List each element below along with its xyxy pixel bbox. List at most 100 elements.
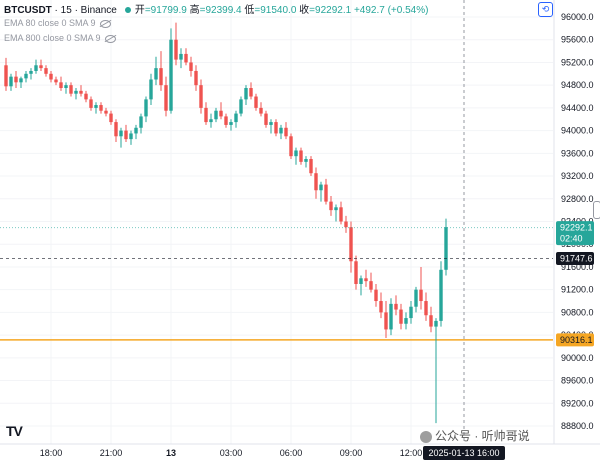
price-tag-text: 90316.1 — [560, 335, 593, 345]
candle-up — [359, 278, 363, 284]
candle-down — [84, 93, 88, 100]
candle-down — [369, 281, 373, 290]
candle-down — [264, 113, 268, 125]
crosshair: 2025-01-13 16:00 — [423, 0, 505, 460]
candle-down — [259, 107, 263, 114]
candle-down — [289, 136, 293, 157]
candle-down — [424, 301, 428, 316]
candle-down — [14, 76, 18, 83]
time-tick-label: 03:00 — [220, 448, 243, 458]
price-tag-bg — [556, 333, 594, 347]
candle-up — [234, 113, 238, 123]
high-value: =92399.4 — [199, 5, 242, 16]
market-status-icon — [124, 6, 131, 13]
candle-up — [319, 184, 323, 191]
watermark-text: 公众号 · 听帅哥说 — [435, 429, 530, 443]
candle-down — [54, 79, 58, 83]
candle-up — [119, 130, 123, 137]
candle-down — [99, 105, 103, 111]
candle-up — [74, 90, 78, 94]
low-label: 低 — [244, 5, 255, 16]
wechat-icon — [420, 430, 432, 443]
candle-down — [399, 309, 403, 324]
candle-up — [334, 207, 338, 211]
price-tag-bg — [556, 221, 594, 246]
price-tick-label: 92800.0 — [561, 194, 594, 204]
time-tick-label: 21:00 — [100, 448, 123, 458]
candle-up — [414, 289, 418, 307]
candle-up — [129, 133, 133, 140]
tradingview-logo: TV — [6, 423, 23, 439]
candle-up — [279, 127, 283, 134]
candle-down — [49, 73, 53, 80]
price-tag-countdown: 02:40 — [560, 234, 583, 244]
candle-up — [439, 269, 443, 321]
price-tick-label: 88800.0 — [561, 421, 594, 431]
candle-up — [444, 227, 448, 270]
price-tick-label: 93200.0 — [561, 171, 594, 181]
time-tick-label: 06:00 — [280, 448, 303, 458]
price-tick-label: 90800.0 — [561, 307, 594, 317]
candle-down — [194, 70, 198, 86]
close-value: =92292.1 — [309, 5, 352, 16]
candle-down — [79, 90, 83, 94]
crosshair-time-label: 2025-01-13 16:00 — [428, 448, 499, 458]
price-tag-text: 91747.6 — [560, 254, 593, 264]
candle-up — [154, 68, 158, 80]
candle-down — [329, 201, 333, 211]
candle-up — [19, 78, 23, 83]
symbol-legend: BTCUSDT · 15 · Binance 开=91799.9 高=92399.… — [4, 3, 428, 19]
candle-down — [224, 116, 228, 125]
candle-down — [254, 96, 258, 108]
candle-down — [394, 303, 398, 310]
candle-down — [104, 110, 108, 114]
candle-up — [144, 99, 148, 117]
candle-down — [164, 85, 168, 111]
chart-grid — [0, 0, 553, 444]
eye-hidden-icon[interactable] — [99, 19, 111, 28]
eye-hidden-icon[interactable] — [104, 34, 116, 43]
price-tick-label: 90000.0 — [561, 353, 594, 363]
candles-layer — [4, 22, 448, 424]
candle-down — [299, 150, 303, 162]
candle-up — [169, 39, 173, 111]
close-label: 收 — [299, 5, 310, 16]
time-tick-label: 09:00 — [340, 448, 363, 458]
price-tick-label: 93600.0 — [561, 148, 594, 158]
candle-up — [269, 122, 273, 125]
candle-down — [69, 85, 73, 94]
candle-down — [324, 184, 328, 202]
candle-up — [294, 150, 298, 157]
candle-down — [89, 99, 93, 108]
candle-down — [374, 289, 378, 302]
candle-down — [39, 65, 43, 69]
time-tick-label: 18:00 — [40, 448, 63, 458]
candle-up — [29, 70, 33, 74]
candle-up — [179, 53, 183, 60]
price-scale-handle[interactable] — [593, 201, 600, 219]
open-value: =91799.9 — [144, 5, 187, 16]
candle-down — [349, 227, 353, 262]
candle-up — [9, 76, 13, 87]
candle-up — [214, 110, 218, 120]
candle-down — [189, 62, 193, 71]
price-tags: 92292.102:40 91747.6 90316.1 — [0, 221, 594, 347]
indicator-ema80[interactable]: EMA 80 close 0 SMA 9 — [4, 18, 111, 28]
candle-down — [429, 315, 433, 327]
time-tick-label: 12:00 — [400, 448, 423, 458]
price-tick-label: 94800.0 — [561, 80, 594, 90]
candle-up — [409, 306, 413, 319]
indicator-ema800[interactable]: EMA 800 close 0 SMA 9 — [4, 33, 116, 43]
candle-down — [419, 289, 423, 302]
scale-toggle-icon[interactable]: ⟲ — [538, 2, 553, 17]
candle-down — [354, 261, 358, 284]
candle-down — [124, 130, 128, 140]
candle-up — [404, 318, 408, 324]
symbol-name[interactable]: BTCUSDT — [4, 5, 52, 16]
candle-up — [239, 99, 243, 114]
price-tag-bg — [556, 252, 594, 266]
candle-up — [434, 320, 438, 327]
candle-up — [64, 85, 68, 89]
candle-down — [379, 301, 383, 313]
